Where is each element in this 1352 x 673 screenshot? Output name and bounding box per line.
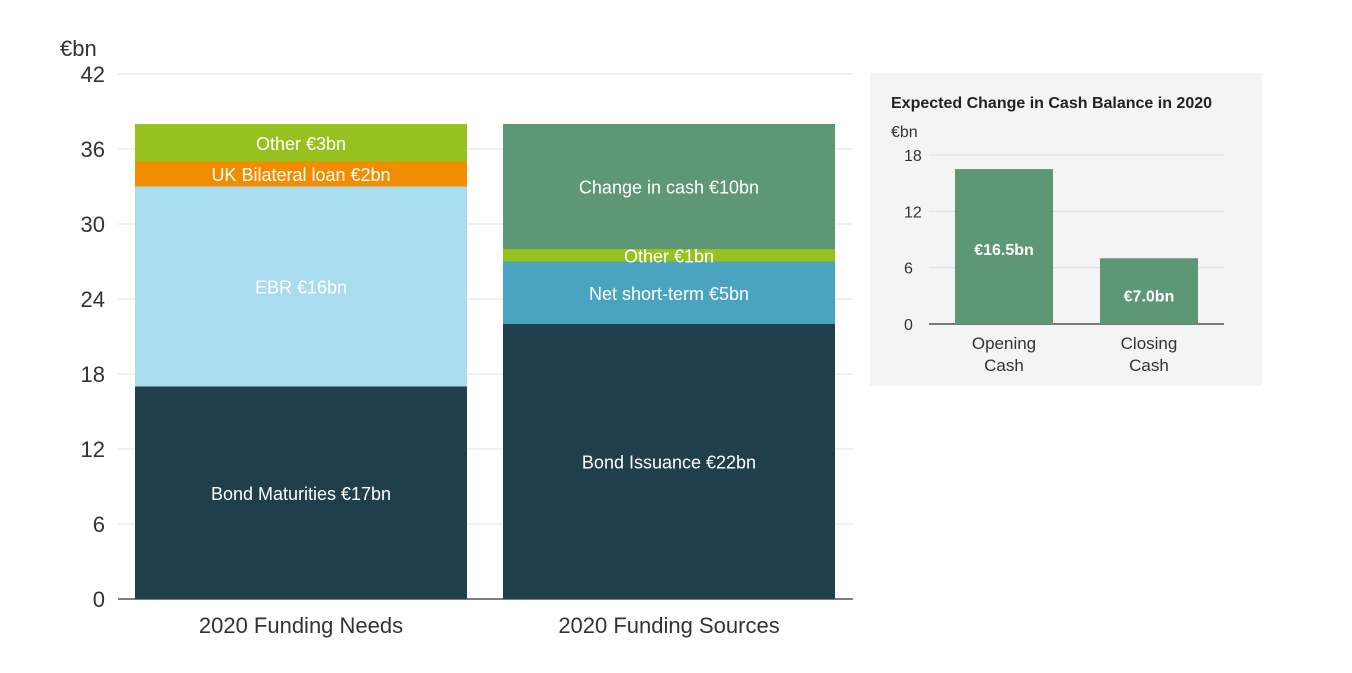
inset-category-label: Cash (984, 356, 1024, 375)
segment-label: Change in cash €10bn (579, 178, 759, 198)
inset-title: Expected Change in Cash Balance in 2020 (891, 95, 1212, 112)
segment-label: Bond Issuance €22bn (582, 453, 756, 473)
main-y-axis-unit: €bn (60, 36, 97, 61)
main-y-tick-label: 0 (93, 587, 105, 612)
inset-bar (1100, 258, 1198, 324)
inset-bars (955, 169, 1198, 324)
inset-y-tick-label: 6 (904, 261, 913, 278)
main-y-tick-label: 42 (81, 62, 105, 87)
stack-segment (503, 249, 835, 262)
inset-category-labels: Opening Cash Closing Cash (972, 334, 1177, 375)
inset-value-label: €7.0bn (1124, 288, 1175, 305)
inset-y-tick-label: 12 (904, 204, 922, 221)
inset-y-tick-label: 18 (904, 148, 922, 165)
main-y-tick-label: 30 (81, 212, 105, 237)
inset-bar (955, 169, 1053, 324)
segment-label: Net short-term €5bn (589, 284, 749, 304)
main-y-tick-label: 24 (81, 287, 105, 312)
main-y-tick-label: 12 (81, 437, 105, 462)
segment-label: Other €3bn (256, 134, 346, 154)
stack-segment (135, 161, 467, 187)
segment-label: UK Bilateral loan €2bn (211, 165, 390, 185)
stack-segment (135, 386, 467, 599)
stack-segment (503, 124, 835, 249)
inset-value-label: €16.5bn (974, 242, 1034, 259)
stack-segment (135, 186, 467, 387)
segment-label: Other €1bn (624, 246, 714, 266)
inset-y-axis-unit: €bn (891, 124, 918, 141)
stack-segment (503, 261, 835, 324)
inset-value-labels: €16.5bn €7.0bn (974, 242, 1174, 305)
main-y-tick-label: 6 (93, 512, 105, 537)
inset-category-label: Closing (1121, 334, 1178, 353)
inset-y-tick-label: 0 (904, 317, 913, 334)
inset-category-label: Cash (1129, 356, 1169, 375)
stack-segment (503, 324, 835, 599)
main-category-labels: 2020 Funding Needs 2020 Funding Sources (199, 613, 780, 638)
cash-balance-inset: Expected Change in Cash Balance in 2020 … (870, 73, 1262, 386)
main-segment-labels: Bond Maturities €17bn EBR €16bn UK Bilater… (211, 134, 759, 504)
inset-y-ticks: 0 6 12 18 (904, 148, 922, 334)
main-y-ticks: 0 6 12 18 24 30 36 42 (81, 62, 105, 612)
main-stacked-bars (135, 124, 835, 599)
main-category-label: 2020 Funding Sources (558, 613, 779, 638)
inset-category-label: Opening (972, 334, 1036, 353)
segment-label: Bond Maturities €17bn (211, 484, 391, 504)
main-category-label: 2020 Funding Needs (199, 613, 403, 638)
stack-segment (135, 124, 467, 162)
segment-label: EBR €16bn (255, 278, 347, 298)
main-y-tick-label: 18 (81, 362, 105, 387)
main-y-tick-label: 36 (81, 137, 105, 162)
inset-background (870, 73, 1262, 386)
